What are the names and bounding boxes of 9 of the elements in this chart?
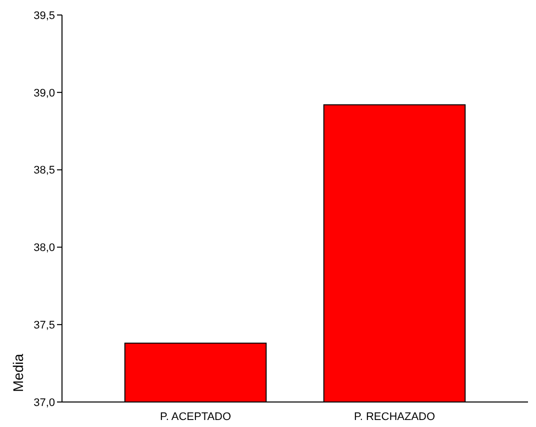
y-axis-title: Media <box>10 354 26 392</box>
x-tick-label: P. RECHAZADO <box>354 411 436 423</box>
y-tick-label: 38,0 <box>34 242 55 254</box>
y-tick-label: 37,5 <box>34 319 55 332</box>
x-tick-label: P. ACEPTADO <box>160 411 232 423</box>
y-tick-label: 37,0 <box>34 396 55 409</box>
y-tick-label: 39,5 <box>34 10 55 22</box>
y-tick-label: 39,0 <box>34 87 55 100</box>
y-tick-label: 38,5 <box>34 164 55 177</box>
